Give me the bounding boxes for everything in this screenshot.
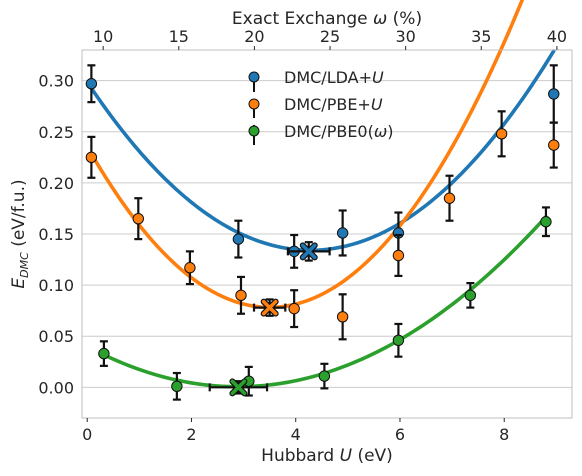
fit-curve-2 xyxy=(102,215,548,389)
legend-entry-pbe: DMC/PBE+U xyxy=(248,95,383,118)
y-tick-label: 0.25 xyxy=(38,123,74,142)
top-tick-label: 30 xyxy=(395,27,415,46)
legend-label-pbe: DMC/PBE+U xyxy=(284,95,383,114)
data-point xyxy=(464,289,477,302)
data-point xyxy=(443,192,456,204)
y-tick-label: 0.05 xyxy=(38,327,74,346)
fit-curve-1 xyxy=(89,0,525,310)
x-tick-label: 8 xyxy=(499,425,509,444)
data-point xyxy=(132,212,144,225)
y-tick-label: 0.00 xyxy=(38,378,74,397)
legend-label-pbe0: DMC/PBE0(ω) xyxy=(284,122,394,141)
legend-entry-lda: DMC/LDA+U xyxy=(248,68,384,92)
y-tick-label: 0.15 xyxy=(38,225,74,244)
x-tick-label: 0 xyxy=(82,425,92,444)
series-0 xyxy=(85,64,560,269)
top-tick-label: 35 xyxy=(471,27,491,46)
data-point xyxy=(336,227,349,239)
data-point xyxy=(392,249,405,262)
data-point xyxy=(318,370,331,382)
data-point xyxy=(336,311,349,323)
data-point xyxy=(98,347,110,360)
y-tick-label: 0.10 xyxy=(38,276,74,295)
data-point xyxy=(288,302,300,315)
legend-marker xyxy=(248,71,260,83)
data-point xyxy=(548,139,560,151)
data-point xyxy=(85,151,98,164)
plot-frame xyxy=(81,49,573,419)
minimum-marker xyxy=(261,299,278,316)
tick-labels: 0.00 0.05 0.10 0.15 0.20 0.25 0.30 0 2 4 6 8 10 15 20 2… xyxy=(38,27,567,444)
top-tick-label: 25 xyxy=(320,27,340,46)
legend-marker xyxy=(248,125,260,137)
top-tick-label: 15 xyxy=(169,27,189,46)
data-points xyxy=(85,64,560,401)
y-tick-label: 0.20 xyxy=(38,174,74,193)
fit-curve-0 xyxy=(89,49,556,253)
grid-lines xyxy=(82,80,572,388)
data-point xyxy=(232,233,245,245)
top-axis-label: Exact Exchange ω (%) xyxy=(232,9,422,29)
minimum-marker xyxy=(300,243,317,260)
x-axis-label: Hubbard U (eV) xyxy=(261,446,393,466)
series-1 xyxy=(85,110,560,341)
data-point xyxy=(235,289,247,302)
top-tick-label: 20 xyxy=(244,27,264,46)
data-point xyxy=(548,88,560,100)
data-point xyxy=(184,262,196,274)
legend-entry-pbe0: DMC/PBE0(ω) xyxy=(248,122,394,145)
legend-label-lda: DMC/LDA+U xyxy=(284,68,384,87)
legend-marker xyxy=(248,98,260,110)
series-2 xyxy=(98,206,552,401)
top-tick-label: 10 xyxy=(93,27,113,46)
data-point xyxy=(392,334,405,347)
data-point xyxy=(171,380,183,393)
data-point xyxy=(540,216,552,228)
minimum-marker xyxy=(230,379,247,396)
x-tick-label: 6 xyxy=(395,425,405,444)
legend: DMC/LDA+U DMC/PBE+U DMC/PBE0(ω) xyxy=(248,68,394,145)
y-axis-label: EDMC (eV/f.u.) xyxy=(9,179,31,288)
x-tick-label: 4 xyxy=(291,425,301,444)
fit-curves xyxy=(89,0,556,389)
x-tick-label: 2 xyxy=(186,425,196,444)
data-point xyxy=(495,128,508,140)
data-point xyxy=(85,78,98,90)
top-tick-label: 40 xyxy=(547,27,567,46)
y-tick-label: 0.30 xyxy=(38,72,74,91)
